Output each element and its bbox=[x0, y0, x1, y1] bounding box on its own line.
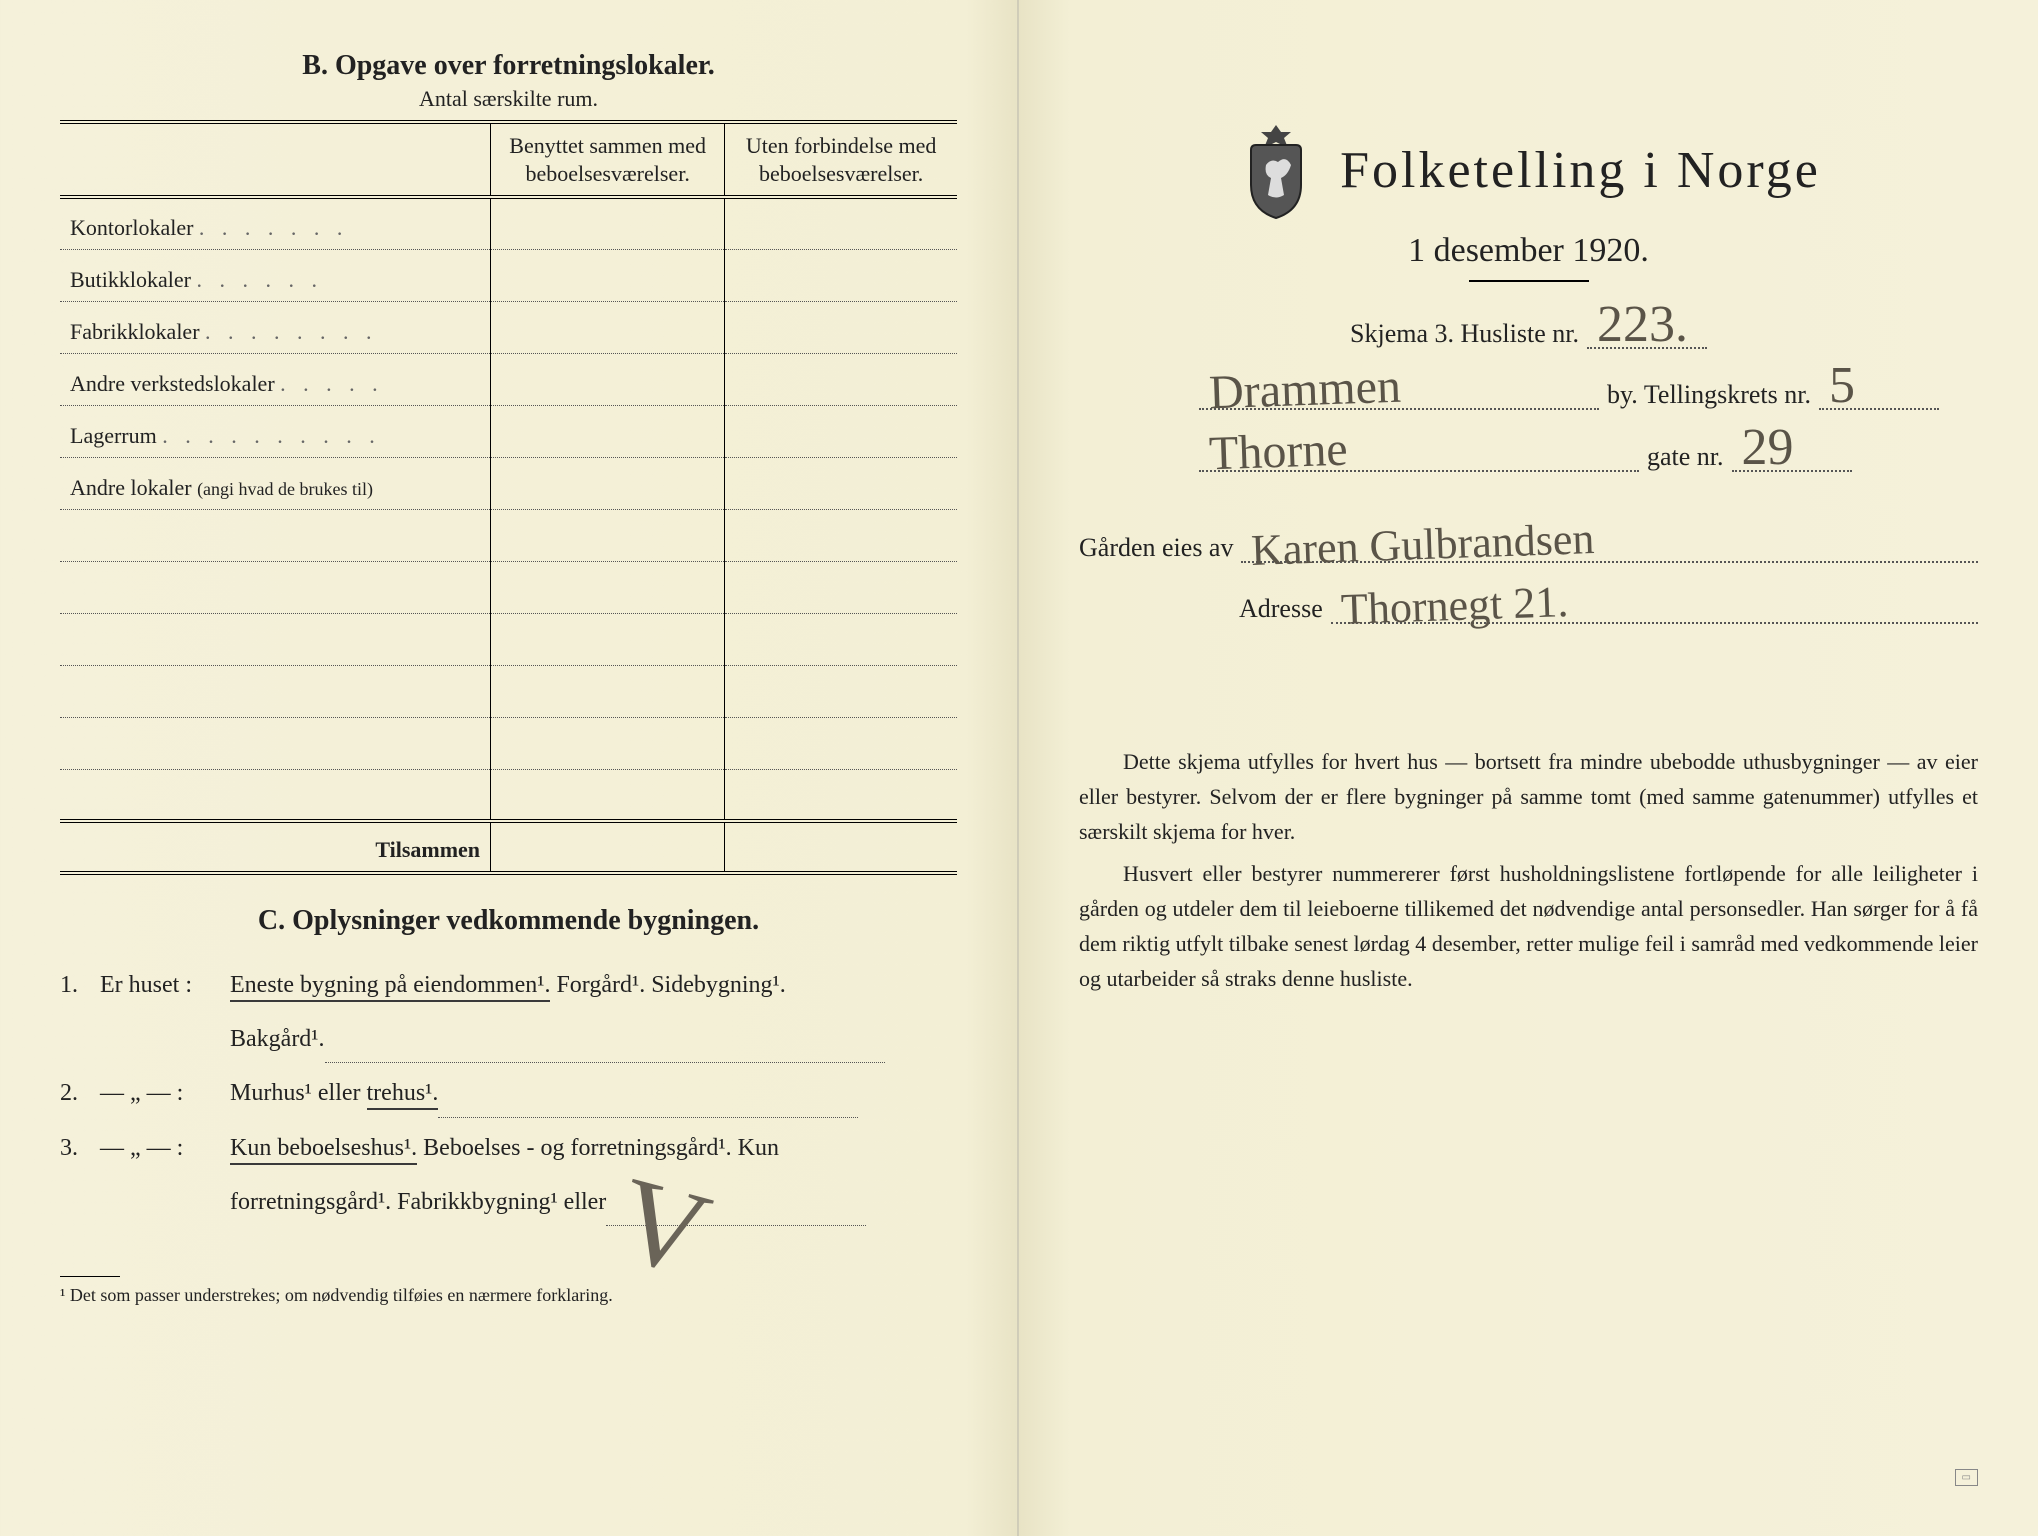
q3-num: 3. bbox=[60, 1124, 100, 1172]
cell bbox=[725, 821, 957, 873]
cell bbox=[725, 301, 957, 353]
cell bbox=[725, 561, 957, 613]
row-label: Andre verkstedslokaler . . . . . bbox=[60, 353, 491, 405]
cell bbox=[725, 509, 957, 561]
q2-label: — „ — : bbox=[100, 1069, 230, 1118]
cell bbox=[491, 509, 725, 561]
cell bbox=[491, 405, 725, 457]
printer-stamp: ▭ bbox=[1955, 1469, 1978, 1486]
cell bbox=[491, 301, 725, 353]
krets-field: 5 bbox=[1819, 379, 1939, 410]
address-field: Thornegt 21. bbox=[1331, 593, 1978, 624]
cell bbox=[725, 769, 957, 821]
form-label: Skjema 3. Husliste nr. bbox=[1350, 319, 1579, 349]
q3-label: — „ — : bbox=[100, 1124, 230, 1172]
col3-header: Uten forbindelse med beboelsesværelser. bbox=[725, 122, 957, 197]
hw-city: Drammen bbox=[1208, 363, 1401, 418]
coat-of-arms-icon bbox=[1236, 120, 1316, 220]
date-rule bbox=[1469, 280, 1589, 282]
cell bbox=[725, 353, 957, 405]
cell bbox=[491, 457, 725, 509]
instructions: Dette skjema utfylles for hvert hus — bo… bbox=[1079, 744, 1978, 996]
main-date: 1 desember 1920. bbox=[1079, 232, 1978, 270]
cell bbox=[491, 249, 725, 301]
col1-header bbox=[60, 122, 491, 197]
q2-num: 2. bbox=[60, 1069, 100, 1118]
footnote-rule bbox=[60, 1276, 120, 1277]
cell bbox=[725, 457, 957, 509]
hw-street: Thorne bbox=[1208, 425, 1348, 478]
cell bbox=[60, 717, 491, 769]
cell bbox=[725, 665, 957, 717]
section-b-title: B. Opgave over forretningslokaler. bbox=[60, 50, 957, 82]
city-field: Drammen bbox=[1199, 379, 1599, 410]
cell bbox=[725, 249, 957, 301]
husliste-line: Skjema 3. Husliste nr. 223. bbox=[1079, 318, 1978, 349]
cell bbox=[60, 561, 491, 613]
cell bbox=[491, 665, 725, 717]
cell bbox=[491, 613, 725, 665]
row-label: Lagerrum . . . . . . . . . . bbox=[60, 405, 491, 457]
address-line: Adresse Thornegt 21. bbox=[1079, 593, 1978, 624]
q1: 1. Er huset : Eneste bygning på eiendomm… bbox=[60, 961, 957, 1009]
hw-krets: 5 bbox=[1829, 360, 1855, 412]
q2-opt-underlined: trehus¹. bbox=[367, 1080, 439, 1110]
q3-opt-underlined: Kun beboelseshus¹. bbox=[230, 1135, 417, 1165]
main-title: Folketelling i Norge bbox=[1340, 141, 1821, 200]
row-label: Andre lokaler (angi hvad de brukes til) bbox=[60, 457, 491, 509]
cell bbox=[725, 717, 957, 769]
q2: 2. — „ — : Murhus¹ eller trehus¹. bbox=[60, 1069, 957, 1118]
cell bbox=[60, 665, 491, 717]
title-row: Folketelling i Norge bbox=[1079, 120, 1978, 220]
cell bbox=[725, 613, 957, 665]
handwriting-mark: V bbox=[604, 1149, 723, 1305]
cell bbox=[60, 509, 491, 561]
left-page: B. Opgave over forretningslokaler. Antal… bbox=[0, 0, 1019, 1536]
cell bbox=[60, 613, 491, 665]
by-suffix: by. Tellingskrets nr. bbox=[1607, 380, 1811, 410]
cell bbox=[491, 561, 725, 613]
q1-opt-underlined: Eneste bygning på eiendommen¹. bbox=[230, 972, 550, 1002]
row-label: Kontorlokaler . . . . . . . bbox=[60, 197, 491, 249]
row-label: Butikklokaler . . . . . . bbox=[60, 249, 491, 301]
section-c-title: C. Oplysninger vedkommende bygningen. bbox=[60, 905, 957, 937]
table-b: Benyttet sammen med beboelsesværelser. U… bbox=[60, 120, 957, 875]
section-b-subtitle: Antal særskilte rum. bbox=[60, 86, 957, 112]
cell bbox=[725, 405, 957, 457]
gate-line: Thorne gate nr. 29 bbox=[1079, 440, 1978, 471]
address-label: Adresse bbox=[1239, 594, 1323, 624]
cell bbox=[725, 197, 957, 249]
cell bbox=[491, 717, 725, 769]
cell bbox=[491, 769, 725, 821]
owner-field: Karen Gulbrandsen bbox=[1241, 532, 1978, 563]
q3-cont: forretningsgård¹. Fabrikkbygning¹ eller bbox=[60, 1178, 957, 1226]
gatenr-field: 29 bbox=[1732, 440, 1852, 471]
street-field: Thorne bbox=[1199, 440, 1639, 471]
hw-husliste-nr: 223. bbox=[1597, 299, 1688, 351]
instructions-p1: Dette skjema utfylles for hvert hus — bo… bbox=[1079, 744, 1978, 850]
cell bbox=[491, 821, 725, 873]
cell bbox=[491, 197, 725, 249]
row-label: Fabrikklokaler . . . . . . . . bbox=[60, 301, 491, 353]
q1-num: 1. bbox=[60, 961, 100, 1009]
cell bbox=[60, 769, 491, 821]
q1-cont: Bakgård¹. bbox=[60, 1015, 957, 1063]
footnote: ¹ Det som passer understrekes; om nødven… bbox=[60, 1285, 957, 1306]
hw-owner: Karen Gulbrandsen bbox=[1251, 517, 1596, 573]
right-page: Folketelling i Norge 1 desember 1920. Sk… bbox=[1019, 0, 2038, 1536]
col2-header: Benyttet sammen med beboelsesværelser. bbox=[491, 122, 725, 197]
husliste-nr-field: 223. bbox=[1587, 318, 1707, 349]
total-label: Tilsammen bbox=[60, 821, 491, 873]
q3: 3. — „ — : Kun beboelseshus¹. Beboelses … bbox=[60, 1124, 957, 1172]
owner-line: Gården eies av Karen Gulbrandsen bbox=[1079, 532, 1978, 563]
hw-address: Thornegt 21. bbox=[1340, 580, 1569, 632]
cell bbox=[491, 353, 725, 405]
by-line: Drammen by. Tellingskrets nr. 5 bbox=[1079, 379, 1978, 410]
instructions-p2: Husvert eller bestyrer nummererer først … bbox=[1079, 856, 1978, 997]
hw-gatenr: 29 bbox=[1742, 422, 1794, 474]
q1-label: Er huset : bbox=[100, 961, 230, 1009]
owner-label: Gården eies av bbox=[1079, 533, 1233, 563]
gate-label: gate nr. bbox=[1647, 442, 1724, 472]
